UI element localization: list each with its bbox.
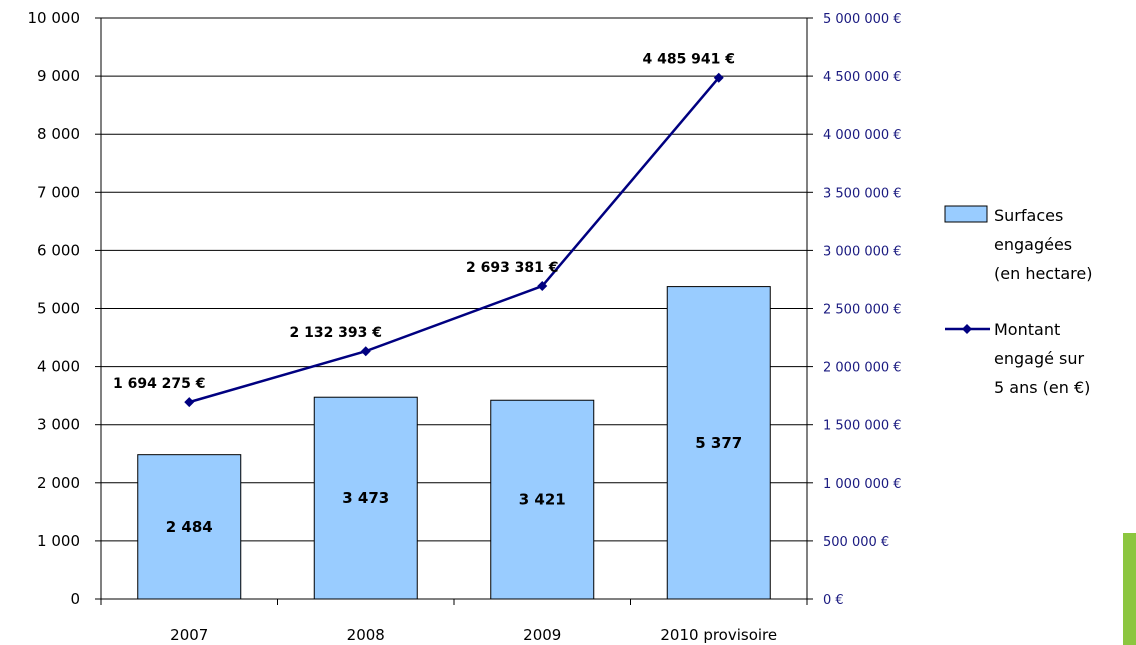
- right-tick-label: 3 000 000 €: [823, 244, 902, 259]
- legend-swatch-marker: [962, 324, 972, 334]
- series-line: [188, 76, 720, 404]
- left-tick-label: 0: [70, 590, 80, 608]
- legend-label-bar: engagées: [994, 235, 1072, 254]
- left-tick-label: 4 000: [37, 358, 80, 376]
- bar: [666, 286, 771, 600]
- line-series: 1 694 275 € 2 132 393 € 2 693 381 € 4 485 9…: [113, 52, 735, 408]
- right-tick-label: 2 000 000 €: [823, 361, 902, 376]
- right-tick-label: 2 500 000 €: [823, 303, 902, 318]
- bar-value-label: 5 377: [695, 434, 742, 452]
- right-tick-label: 1 500 000 €: [823, 419, 902, 434]
- line-value-label: 1 694 275 €: [113, 376, 206, 392]
- bar-series: 2 484 3 473 3 421 5 377: [137, 286, 771, 600]
- line-value-label: 2 693 381 €: [466, 260, 559, 276]
- category-label: 2010 provisoire: [660, 626, 777, 644]
- legend-label-bar: Surfaces: [994, 206, 1063, 225]
- line-point: [713, 72, 724, 83]
- line-value-label: 2 132 393 €: [289, 325, 382, 341]
- legend-label-line: Montant: [994, 320, 1060, 339]
- right-tick-label: 4 000 000 €: [823, 128, 902, 143]
- bar-value-label: 3 421: [519, 491, 566, 509]
- right-tick-label: 1 000 000 €: [823, 477, 902, 492]
- bar-value-label: 3 473: [342, 489, 389, 507]
- bar-value-label: 2 484: [166, 518, 213, 536]
- legend-label-bar: (en hectare): [994, 264, 1092, 283]
- legend: Surfaces engagées (en hectare) Montant engag…: [944, 205, 1092, 397]
- line-point: [184, 397, 195, 408]
- accent-bar: [1123, 533, 1136, 645]
- left-tick-label: 6 000: [37, 241, 80, 259]
- right-tick-label: 3 500 000 €: [823, 186, 902, 201]
- right-tick-label: 4 500 000 €: [823, 70, 902, 85]
- left-tick-label: 7 000: [37, 183, 80, 201]
- legend-label-line: engagé sur: [994, 349, 1085, 368]
- category-label: 2009: [523, 626, 561, 644]
- bar: [137, 454, 242, 600]
- legend-swatch-bar: [944, 205, 988, 223]
- left-axis-ticks: 0 1 000 2 000 3 000 4 000 5 000 6 000 7 000 8 00…: [28, 9, 101, 608]
- right-tick-label: 0 €: [823, 593, 844, 608]
- left-tick-label: 9 000: [37, 67, 80, 85]
- line-point: [360, 346, 371, 357]
- left-tick-label: 8 000: [37, 125, 80, 143]
- left-tick-label: 5 000: [37, 300, 80, 318]
- right-axis-ticks: 0 € 500 000 € 1 000 000 € 1 500 000 € 2 000 …: [807, 12, 902, 608]
- line-value-label: 4 485 941 €: [642, 52, 735, 68]
- left-tick-label: 10 000: [28, 9, 81, 27]
- bar: [313, 396, 418, 600]
- line-point: [537, 281, 548, 292]
- right-tick-label: 5 000 000 €: [823, 12, 902, 27]
- category-axis-labels: 2007 2008 2009 2010 provisoire: [170, 626, 777, 644]
- left-tick-label: 1 000: [37, 532, 80, 550]
- legend-label-line: 5 ans (en €): [994, 378, 1090, 397]
- left-tick-label: 3 000: [37, 416, 80, 434]
- category-label: 2008: [347, 626, 385, 644]
- category-label: 2007: [170, 626, 208, 644]
- left-tick-label: 2 000: [37, 474, 80, 492]
- right-tick-label: 500 000 €: [823, 535, 889, 550]
